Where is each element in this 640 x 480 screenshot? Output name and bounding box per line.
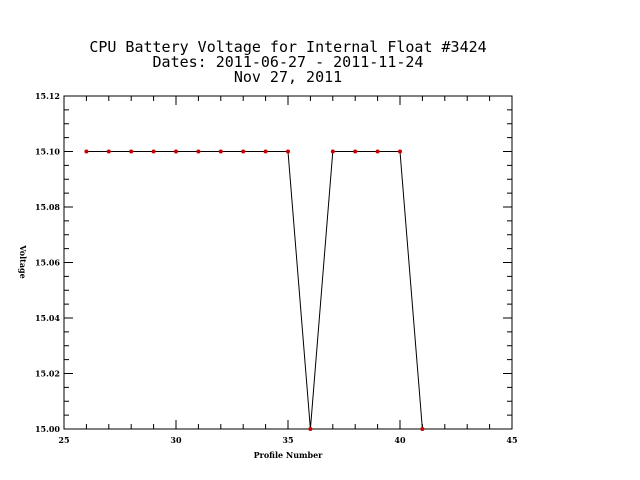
data-point [286,149,290,154]
data-point [375,149,380,154]
title-line-3: Nov 27, 2011 [234,68,342,86]
plot-frame [63,95,513,430]
data-point [129,149,134,154]
title-line-1: CPU Battery Voltage for Internal Float #… [89,38,486,56]
data-point [196,149,201,154]
series-line [86,151,423,430]
data-point [174,149,178,154]
x-tick-label: 45 [506,435,517,445]
data-point [398,149,402,154]
y-tick-label: 15.08 [35,202,60,212]
data-markers [84,149,425,431]
x-tick-label: 35 [282,435,293,445]
data-point [353,149,358,154]
chart-title: CPU Battery Voltage for Internal Float #… [89,38,486,86]
y-tick-label: 15.04 [35,313,60,323]
data-point [106,149,111,154]
axis-tick-labels: 25 30 35 40 45 15.00 15.02 15.04 15.06 15.08 15.10… [35,91,518,445]
x-tick-label: 25 [58,435,69,445]
x-tick-label: 40 [394,435,406,445]
x-tick-label: 30 [170,435,182,445]
data-point [308,427,313,431]
x-axis-label: Profile Number [254,450,324,460]
data-point [241,149,246,154]
data-point [263,149,268,154]
data-series [86,151,423,430]
title-line-2: Dates: 2011-06-27 - 2011-11-24 [153,53,424,71]
y-tick-label: 15.06 [35,258,60,268]
y-axis-label: Voltage [18,244,28,278]
data-point [330,149,335,154]
y-tick-label: 15.10 [35,147,60,157]
y-tick-label: 15.12 [35,91,60,101]
y-tick-label: 15.02 [35,369,60,379]
data-point [420,427,425,431]
data-point [218,149,223,154]
data-point [151,149,156,154]
axis-ticks [63,95,513,430]
data-point [84,149,89,154]
y-tick-label: 15.00 [35,424,60,434]
